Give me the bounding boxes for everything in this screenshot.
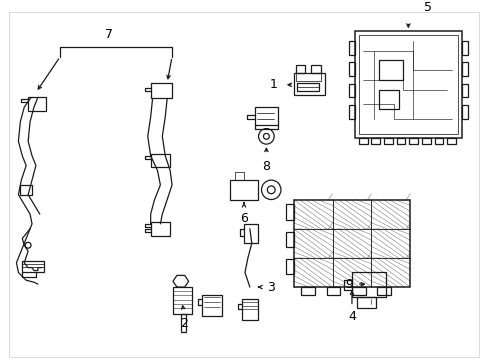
Bar xyxy=(348,41,354,55)
Text: 7: 7 xyxy=(104,28,113,41)
Bar xyxy=(202,295,221,316)
Bar xyxy=(356,297,375,309)
Bar xyxy=(348,105,354,119)
Bar xyxy=(285,204,293,220)
Bar xyxy=(297,83,318,91)
Bar xyxy=(408,138,417,144)
Bar xyxy=(358,138,367,144)
Bar xyxy=(150,83,172,98)
Bar xyxy=(351,287,365,295)
Text: 6: 6 xyxy=(240,212,247,225)
Bar xyxy=(396,138,405,144)
Bar xyxy=(358,35,457,134)
Text: 8: 8 xyxy=(262,160,270,173)
Bar xyxy=(348,84,354,98)
Bar xyxy=(150,154,170,167)
Text: 9: 9 xyxy=(345,278,352,291)
Bar xyxy=(173,287,192,314)
Bar xyxy=(230,180,257,199)
Bar xyxy=(354,31,461,138)
Text: 5: 5 xyxy=(423,1,431,14)
Bar xyxy=(22,261,43,273)
Text: 2: 2 xyxy=(180,317,187,330)
Bar xyxy=(378,90,398,109)
Bar xyxy=(434,138,443,144)
Bar xyxy=(28,98,45,111)
Bar xyxy=(301,287,314,295)
Bar xyxy=(310,66,320,73)
Bar xyxy=(351,273,385,297)
Bar xyxy=(447,138,455,144)
Bar xyxy=(461,84,467,98)
Bar xyxy=(150,222,170,235)
Bar xyxy=(285,231,293,247)
Bar xyxy=(461,41,467,55)
Bar xyxy=(293,73,324,95)
Text: 4: 4 xyxy=(347,310,355,323)
Bar xyxy=(254,107,278,125)
Bar xyxy=(461,62,467,76)
Text: 3: 3 xyxy=(267,280,275,293)
Bar xyxy=(461,105,467,119)
Bar xyxy=(181,314,185,332)
Bar xyxy=(371,138,379,144)
Bar xyxy=(242,299,257,320)
Bar xyxy=(20,185,32,195)
Bar xyxy=(383,138,392,144)
Bar xyxy=(376,287,390,295)
Bar xyxy=(244,224,257,243)
Text: 1: 1 xyxy=(269,78,277,91)
Bar xyxy=(295,66,305,73)
Bar xyxy=(326,287,340,295)
Bar xyxy=(421,138,430,144)
Bar xyxy=(348,62,354,76)
Bar xyxy=(378,60,403,80)
Bar xyxy=(293,199,409,287)
Bar xyxy=(285,259,293,274)
